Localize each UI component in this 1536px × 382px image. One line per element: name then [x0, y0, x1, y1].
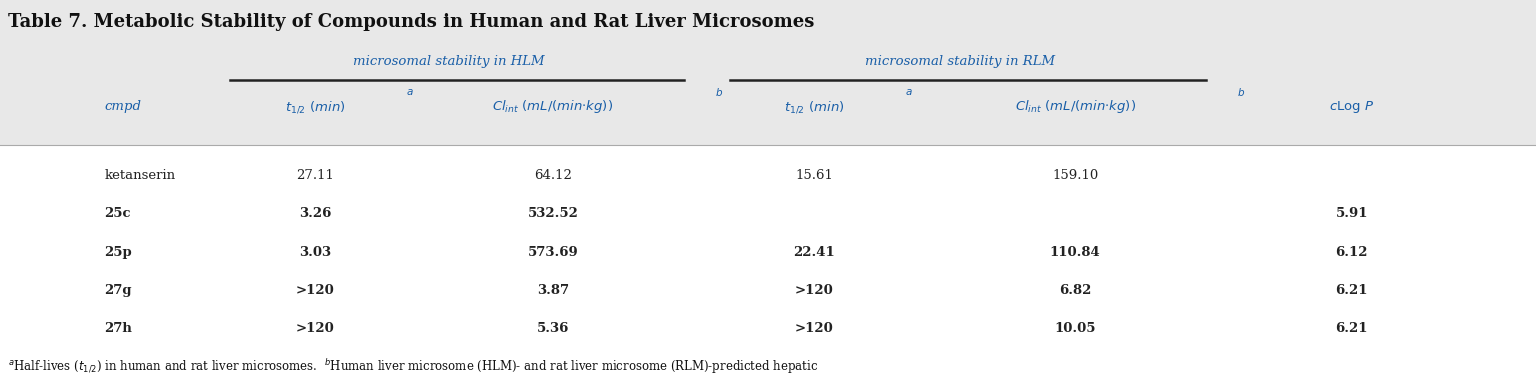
Text: $b$: $b$ [1236, 86, 1246, 99]
Text: Table 7. Metabolic Stability of Compounds in Human and Rat Liver Microsomes: Table 7. Metabolic Stability of Compound… [8, 13, 814, 31]
Text: 3.03: 3.03 [300, 246, 330, 259]
Text: 3.87: 3.87 [538, 284, 568, 297]
Text: 10.05: 10.05 [1054, 322, 1097, 335]
Text: $a$: $a$ [906, 87, 912, 97]
Text: >120: >120 [295, 322, 335, 335]
Text: 532.52: 532.52 [527, 207, 579, 220]
Text: >120: >120 [794, 284, 834, 297]
Text: $^a$Half-lives ($t_{1/2}$) in human and rat liver microsomes.  $^b$Human liver m: $^a$Half-lives ($t_{1/2}$) in human and … [8, 357, 819, 376]
Text: $t_{1/2}$ $\mathit{(min)}$: $t_{1/2}$ $\mathit{(min)}$ [783, 99, 845, 115]
Text: microsomal stability in RLM: microsomal stability in RLM [865, 55, 1055, 68]
Text: 6.21: 6.21 [1335, 322, 1369, 335]
Text: 5.91: 5.91 [1335, 207, 1369, 220]
Text: >120: >120 [295, 284, 335, 297]
Text: 27h: 27h [104, 322, 132, 335]
Text: ketanserin: ketanserin [104, 169, 175, 182]
Text: 27.11: 27.11 [296, 169, 333, 182]
Text: 110.84: 110.84 [1049, 246, 1101, 259]
Text: 25p: 25p [104, 246, 132, 259]
Bar [0, 0, 1536, 145]
Text: 5.36: 5.36 [536, 322, 570, 335]
Text: 6.12: 6.12 [1335, 246, 1369, 259]
Text: $\mathit{Cl}_{\mathit{int}}$ $\mathit{(mL/(min{\cdot}kg))}$: $\mathit{Cl}_{\mathit{int}}$ $\mathit{(m… [1015, 99, 1135, 115]
Text: $\mathit{Cl}_{\mathit{int}}$ $\mathit{(mL/(min{\cdot}kg))}$: $\mathit{Cl}_{\mathit{int}}$ $\mathit{(m… [493, 99, 613, 115]
Text: $a$: $a$ [407, 87, 413, 97]
Text: 22.41: 22.41 [793, 246, 836, 259]
Text: 15.61: 15.61 [796, 169, 833, 182]
Text: 573.69: 573.69 [527, 246, 579, 259]
Text: 3.26: 3.26 [298, 207, 332, 220]
Text: 25c: 25c [104, 207, 131, 220]
Text: 64.12: 64.12 [535, 169, 571, 182]
Text: $b$: $b$ [714, 86, 723, 99]
Text: 159.10: 159.10 [1052, 169, 1098, 182]
Text: 27g: 27g [104, 284, 132, 297]
Text: >120: >120 [794, 322, 834, 335]
Text: 6.82: 6.82 [1058, 284, 1092, 297]
Text: cmpd: cmpd [104, 100, 141, 113]
Text: microsomal stability in HLM: microsomal stability in HLM [353, 55, 545, 68]
Text: $\mathit{c}$Log $\mathit{P}$: $\mathit{c}$Log $\mathit{P}$ [1329, 99, 1375, 115]
Text: 6.21: 6.21 [1335, 284, 1369, 297]
Text: $t_{1/2}$ $\mathit{(min)}$: $t_{1/2}$ $\mathit{(min)}$ [284, 99, 346, 115]
